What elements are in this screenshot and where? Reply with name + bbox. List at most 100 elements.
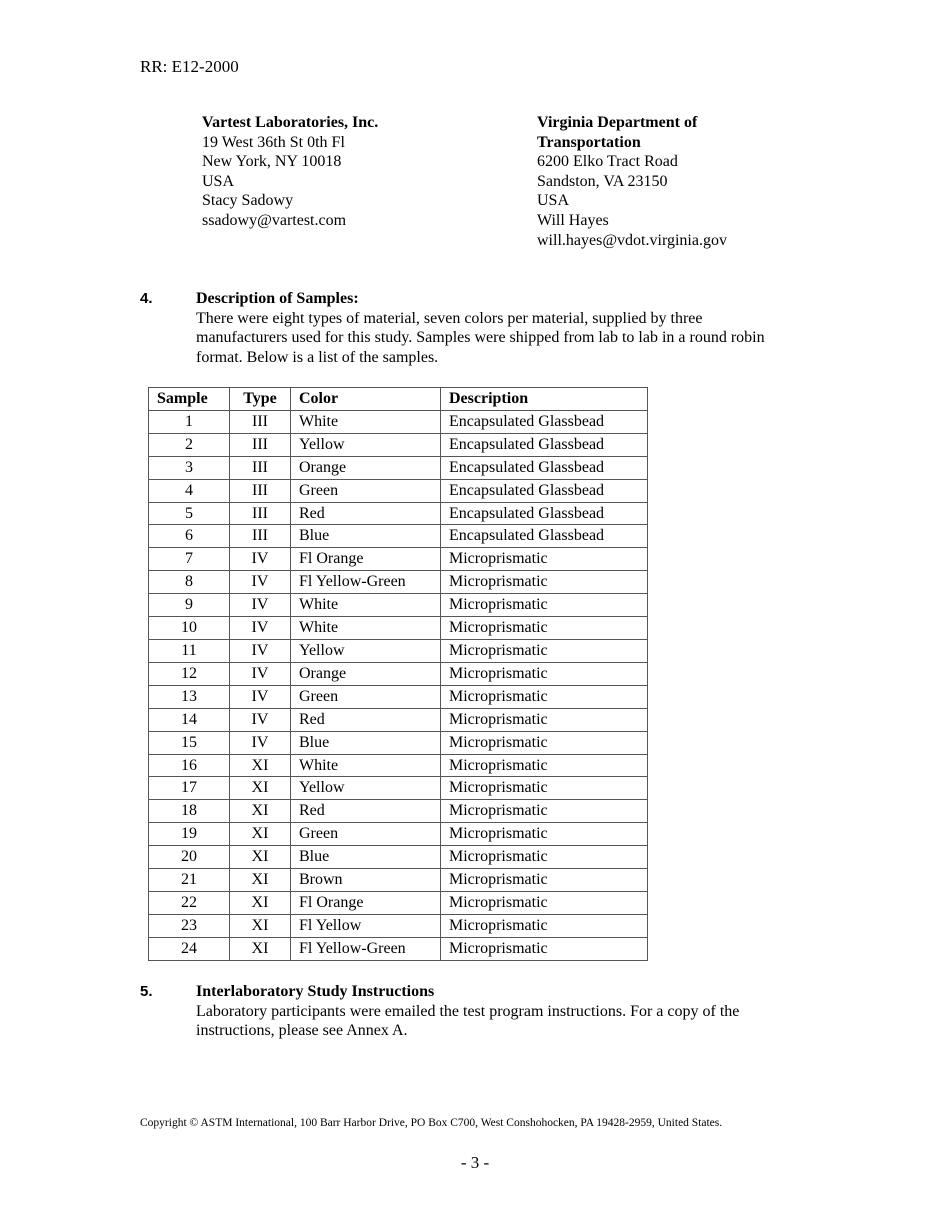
col-color: Color — [290, 387, 441, 411]
section-number: 5. — [140, 983, 153, 1000]
table-row: 5 III Red Encapsulated Glassbead — [148, 501, 648, 526]
table-row: 6 III Blue Encapsulated Glassbead — [148, 524, 648, 549]
cell-description: Microprismatic — [440, 684, 648, 709]
cell-type: XI — [229, 799, 291, 824]
cell-description: Microprismatic — [440, 890, 648, 915]
cell-type: XI — [229, 913, 291, 938]
cell-color: Orange — [290, 661, 441, 686]
cell-type: III — [229, 478, 291, 503]
section-number: 4. — [140, 290, 153, 307]
address-line: 6200 Elko Tract Road — [537, 153, 678, 171]
cell-description: Microprismatic — [440, 570, 648, 595]
cell-type: XI — [229, 845, 291, 870]
cell-color: White — [290, 753, 441, 778]
cell-description: Microprismatic — [440, 868, 648, 892]
cell-description: Microprismatic — [440, 730, 648, 755]
section-title: Interlaboratory Study Instructions — [196, 983, 435, 1000]
cell-description: Microprismatic — [440, 616, 648, 640]
cell-type: IV — [229, 547, 291, 572]
table-row: 18 XI Red Microprismatic — [148, 799, 648, 824]
copyright-footer: Copyright © ASTM International, 100 Barr… — [140, 1117, 723, 1129]
cell-sample: 20 — [148, 845, 230, 870]
org-name: Virginia Department of — [537, 114, 698, 131]
cell-sample: 4 — [148, 478, 230, 503]
table-row: 8 IV Fl Yellow-Green Microprismatic — [148, 570, 648, 595]
cell-description: Microprismatic — [440, 593, 648, 618]
address-line: New York, NY 10018 — [202, 153, 342, 171]
table-row: 22 XI Fl Orange Microprismatic — [148, 890, 648, 915]
cell-description: Encapsulated Glassbead — [440, 455, 648, 480]
cell-color: Blue — [290, 730, 441, 755]
cell-description: Microprismatic — [440, 936, 648, 961]
col-sample: Sample — [148, 387, 230, 411]
cell-color: Green — [290, 478, 441, 503]
table-row: 3 III Orange Encapsulated Glassbead — [148, 455, 648, 480]
cell-sample: 12 — [148, 661, 230, 686]
table-row: 16 XI White Microprismatic — [148, 753, 648, 778]
cell-sample: 24 — [148, 936, 230, 961]
table-row: 20 XI Blue Microprismatic — [148, 845, 648, 870]
cell-sample: 1 — [148, 409, 230, 434]
table-row: 9 IV White Microprismatic — [148, 593, 648, 618]
cell-description: Encapsulated Glassbead — [440, 409, 648, 434]
cell-color: Yellow — [290, 638, 441, 663]
cell-type: III — [229, 432, 291, 457]
cell-color: Fl Orange — [290, 890, 441, 915]
cell-sample: 9 — [148, 593, 230, 618]
address-line: USA — [537, 192, 570, 210]
cell-sample: 14 — [148, 707, 230, 732]
cell-sample: 18 — [148, 799, 230, 824]
paragraph-line: instructions, please see Annex A. — [196, 1022, 408, 1040]
section-5: Interlaboratory Study Instructions Labor… — [196, 982, 739, 1041]
running-header: RR: E12-2000 — [140, 57, 239, 76]
cell-type: XI — [229, 890, 291, 915]
table-row: 23 XI Fl Yellow Microprismatic — [148, 913, 648, 938]
cell-sample: 11 — [148, 638, 230, 663]
samples-table: Sample Type Color Description 1 III White E… — [148, 387, 648, 961]
cell-type: XI — [229, 822, 291, 847]
col-type: Type — [229, 387, 291, 411]
address-line: Sandston, VA 23150 — [537, 172, 668, 190]
section-title: Description of Samples: — [196, 290, 359, 307]
cell-type: IV — [229, 616, 291, 640]
cell-description: Microprismatic — [440, 638, 648, 663]
cell-description: Encapsulated Glassbead — [440, 432, 648, 457]
table-row: 10 IV White Microprismatic — [148, 616, 648, 640]
cell-sample: 21 — [148, 868, 230, 892]
cell-sample: 22 — [148, 890, 230, 915]
page-number: - 3 - — [460, 1153, 490, 1172]
contact-email: ssadowy@vartest.com — [202, 211, 347, 229]
cell-sample: 16 — [148, 753, 230, 778]
cell-description: Microprismatic — [440, 661, 648, 686]
cell-color: Brown — [290, 868, 441, 892]
cell-color: Yellow — [290, 776, 441, 801]
cell-type: IV — [229, 684, 291, 709]
cell-description: Microprismatic — [440, 753, 648, 778]
cell-description: Encapsulated Glassbead — [440, 501, 648, 526]
table-row: 21 XI Brown Microprismatic — [148, 868, 648, 892]
cell-sample: 8 — [148, 570, 230, 595]
address-line: 19 West 36th St 0th Fl — [202, 133, 345, 151]
cell-description: Microprismatic — [440, 707, 648, 732]
paragraph-line: manufacturers used for this study. Sampl… — [196, 329, 765, 347]
cell-description: Microprismatic — [440, 799, 648, 824]
cell-type: XI — [229, 868, 291, 892]
cell-description: Microprismatic — [440, 822, 648, 847]
table-header-row: Sample Type Color Description — [148, 387, 648, 411]
cell-type: IV — [229, 730, 291, 755]
cell-type: XI — [229, 936, 291, 961]
paragraph-line: format. Below is a list of the samples. — [196, 348, 439, 366]
cell-color: Yellow — [290, 432, 441, 457]
cell-type: IV — [229, 593, 291, 618]
cell-color: White — [290, 616, 441, 640]
cell-sample: 3 — [148, 455, 230, 480]
cell-type: III — [229, 455, 291, 480]
cell-description: Microprismatic — [440, 845, 648, 870]
cell-sample: 19 — [148, 822, 230, 847]
contact-email: will.hayes@vdot.virginia.gov — [537, 231, 727, 249]
cell-color: Blue — [290, 845, 441, 870]
table-row: 7 IV Fl Orange Microprismatic — [148, 547, 648, 572]
cell-sample: 7 — [148, 547, 230, 572]
cell-color: Blue — [290, 524, 441, 549]
cell-color: Green — [290, 684, 441, 709]
